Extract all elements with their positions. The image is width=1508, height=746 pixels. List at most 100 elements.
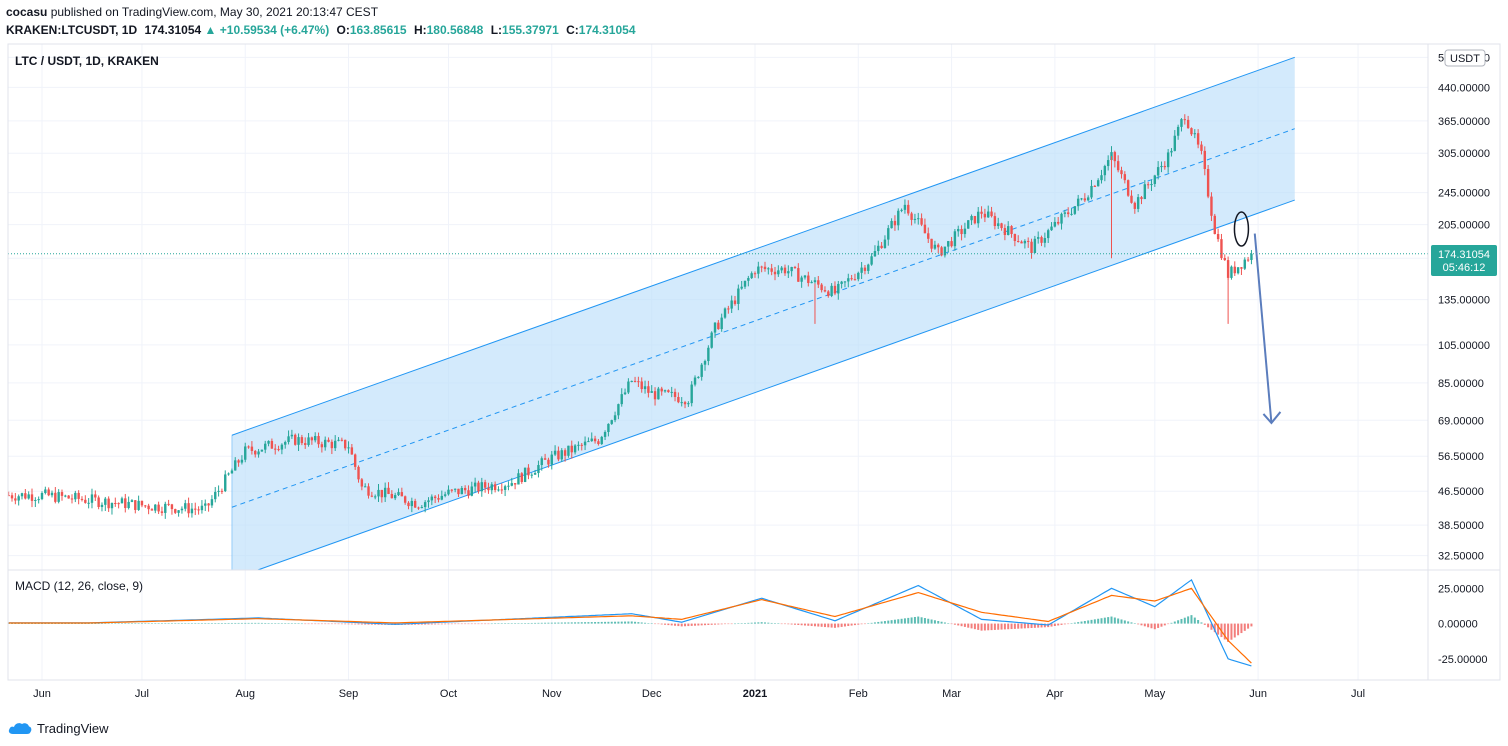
macd-histogram-bar: [287, 623, 290, 624]
candle-body: [857, 272, 860, 280]
candle-body: [403, 496, 407, 503]
macd-histogram-bar: [517, 623, 520, 624]
macd-histogram-bar: [1170, 622, 1173, 624]
macd-histogram-bar: [1033, 623, 1036, 628]
macd-histogram-bar: [224, 622, 227, 624]
macd-histogram-bar: [280, 623, 283, 624]
candle-body: [383, 487, 387, 498]
macd-histogram-bar: [467, 623, 470, 625]
time-axis-label: Apr: [1046, 688, 1063, 700]
macd-histogram-bar: [474, 623, 477, 625]
candle-body: [310, 437, 314, 441]
macd-histogram-bar: [833, 623, 836, 628]
candle-body: [910, 213, 913, 220]
down-arrow-shaft: [1253, 233, 1273, 424]
candle-body: [830, 285, 833, 297]
candle-body: [250, 446, 254, 451]
macd-histogram-bar: [360, 623, 363, 625]
candle-body: [590, 438, 593, 442]
macd-label: MACD (12, 26, close, 9): [15, 579, 143, 593]
macd-histogram-bar: [813, 623, 816, 627]
candle-body: [57, 492, 60, 502]
candle-body: [90, 494, 94, 503]
candle-body: [787, 271, 790, 274]
author-name[interactable]: cocasu: [6, 5, 48, 19]
candle-body: [160, 511, 164, 513]
macd-histogram-bar: [217, 623, 220, 624]
candle-body: [933, 244, 937, 249]
macd-histogram-bar: [893, 619, 896, 624]
macd-histogram-bar: [853, 623, 856, 626]
macd-histogram-bar: [873, 622, 876, 624]
candle-body: [1017, 240, 1020, 242]
candle-body: [134, 500, 137, 510]
candle-body: [943, 246, 947, 256]
candle-body: [1050, 226, 1053, 231]
macd-histogram-bar: [417, 623, 420, 625]
candle-body: [700, 364, 703, 377]
candle-body: [1106, 160, 1110, 167]
candle-body: [367, 486, 370, 496]
candle-body: [520, 473, 523, 482]
macd-histogram-bar: [164, 623, 167, 624]
macd-histogram-bar: [1043, 623, 1046, 628]
candle-body: [630, 380, 633, 382]
macd-histogram-bar: [497, 623, 500, 624]
macd-histogram-bar: [923, 618, 926, 624]
macd-histogram-bar: [527, 623, 530, 624]
macd-histogram-bar: [737, 623, 740, 624]
candle-body: [650, 391, 653, 393]
candle-body: [903, 204, 907, 210]
candle-body: [110, 502, 114, 509]
candle-body: [560, 450, 563, 460]
ohlc-low-value: 155.37971: [502, 23, 559, 37]
candle-body: [1000, 223, 1003, 229]
candle-body: [1113, 152, 1117, 162]
macd-histogram-bar: [364, 623, 367, 625]
candle-body: [463, 487, 467, 491]
candle-body: [507, 485, 510, 487]
candle-body: [680, 402, 683, 404]
ascending-channel[interactable]: [231, 56, 1295, 571]
candle-body: [30, 494, 34, 501]
candle-body: [697, 376, 700, 378]
macd-histogram-bar: [907, 617, 910, 624]
candle-body: [813, 280, 817, 283]
macd-histogram-bar: [1217, 623, 1220, 635]
macd-histogram-bar: [514, 623, 517, 624]
candle-body: [1173, 135, 1177, 151]
candle-body: [207, 503, 210, 506]
candle-body: [583, 441, 587, 446]
tradingview-logo[interactable]: TradingView: [8, 719, 109, 737]
candle-body: [617, 404, 620, 416]
candle-body: [1023, 240, 1027, 244]
macd-histogram-bar: [207, 623, 210, 624]
candle-body: [427, 500, 430, 503]
candle-body: [997, 223, 1000, 227]
macd-histogram-bar: [64, 623, 67, 624]
candle-body: [1070, 213, 1073, 215]
macd-histogram-bar: [254, 622, 257, 624]
candle-body: [553, 450, 557, 455]
time-axis-label: May: [1144, 688, 1165, 700]
candle-body: [254, 450, 257, 455]
candle-body: [497, 489, 500, 491]
candle-body: [517, 473, 520, 485]
candle-body: [883, 239, 887, 248]
macd-histogram-bar: [917, 616, 920, 624]
macd-histogram-bar: [650, 623, 653, 624]
candle-body: [890, 220, 893, 229]
price-axis-label: 365.00000: [1438, 116, 1490, 128]
macd-histogram-bar: [684, 623, 687, 627]
macd-histogram-bar: [724, 623, 727, 625]
candle-body: [793, 266, 797, 269]
candle-body: [613, 415, 617, 421]
currency-badge[interactable]: USDT: [1444, 49, 1486, 67]
candle-body: [483, 482, 487, 488]
macd-histogram-bar: [1230, 623, 1233, 640]
macd-histogram-bar: [180, 623, 183, 624]
drawing-annotations[interactable]: [8, 211, 1428, 425]
candle-body: [510, 483, 513, 486]
macd-histogram-bar: [264, 622, 267, 624]
